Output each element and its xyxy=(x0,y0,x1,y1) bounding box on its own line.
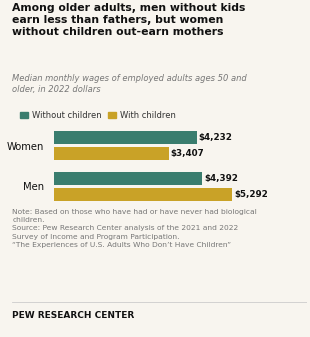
Text: $4,232: $4,232 xyxy=(199,133,232,142)
Legend: Without children, With children: Without children, With children xyxy=(16,108,179,123)
Text: Note: Based on those who have had or have never had biological
children.
Source:: Note: Based on those who have had or hav… xyxy=(12,209,257,248)
Text: $4,392: $4,392 xyxy=(204,174,238,183)
Bar xyxy=(54,188,232,201)
Text: $3,407: $3,407 xyxy=(171,149,205,158)
Bar xyxy=(54,131,197,144)
Text: PEW RESEARCH CENTER: PEW RESEARCH CENTER xyxy=(12,311,135,319)
Bar xyxy=(54,172,202,185)
Bar xyxy=(54,147,169,160)
Text: Among older adults, men without kids
earn less than fathers, but women
without c: Among older adults, men without kids ear… xyxy=(12,3,246,37)
Text: Median monthly wages of employed adults ages 50 and
older, in 2022 dollars: Median monthly wages of employed adults … xyxy=(12,74,247,94)
Text: $5,292: $5,292 xyxy=(234,190,268,199)
